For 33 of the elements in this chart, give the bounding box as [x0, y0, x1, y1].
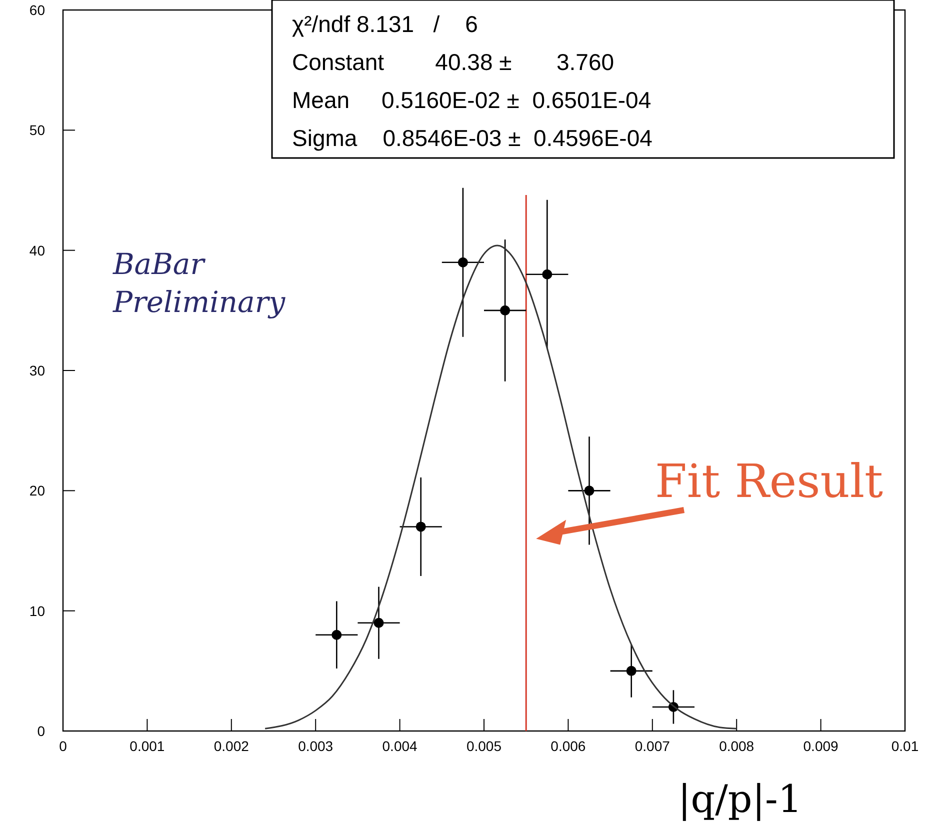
- x-tick-label: 0.009: [803, 738, 839, 754]
- y-tick-label: 0: [37, 723, 46, 739]
- x-tick-label: 0.004: [382, 738, 418, 754]
- x-tick-label: 0.008: [719, 738, 754, 754]
- point: [584, 486, 594, 496]
- x-tick-label: 0.007: [634, 738, 670, 754]
- y-tick-label: 20: [29, 482, 46, 499]
- annotation: Sigma 0.8546E-03 ± 0.4596E-04: [292, 125, 653, 151]
- point: [374, 618, 384, 628]
- y-tick-label: 60: [29, 2, 46, 18]
- x-tick-label: 0.006: [550, 738, 586, 754]
- x-tick-label: 0.003: [298, 738, 334, 754]
- y-tick-label: 30: [29, 362, 46, 378]
- y-tick-label: 40: [29, 242, 46, 258]
- x-tick-label: 0: [59, 738, 68, 754]
- point: [542, 269, 552, 280]
- x-tick-label: 0.002: [214, 738, 250, 754]
- x-tick-label: 0.005: [466, 738, 502, 754]
- point: [416, 522, 426, 532]
- point: [458, 257, 468, 268]
- annotation: χ²/ndf 8.131 / 6: [292, 11, 478, 37]
- point: [626, 666, 636, 676]
- y-tick-label: 10: [29, 602, 46, 619]
- annotation: Mean 0.5160E-02 ± 0.6501E-04: [292, 87, 652, 113]
- annotation: Fit Result: [655, 454, 884, 508]
- point: [332, 630, 342, 640]
- x-axis-title: |q/p|-1: [678, 777, 802, 821]
- y-tick-label: 50: [29, 122, 46, 138]
- x-tick-label: 0.01: [891, 738, 919, 754]
- annotation: Constant 40.38 ± 3.760: [292, 49, 614, 75]
- x-tick-label: 0.001: [130, 738, 165, 754]
- annotation: BaBar Preliminary: [112, 247, 286, 319]
- point: [500, 305, 510, 316]
